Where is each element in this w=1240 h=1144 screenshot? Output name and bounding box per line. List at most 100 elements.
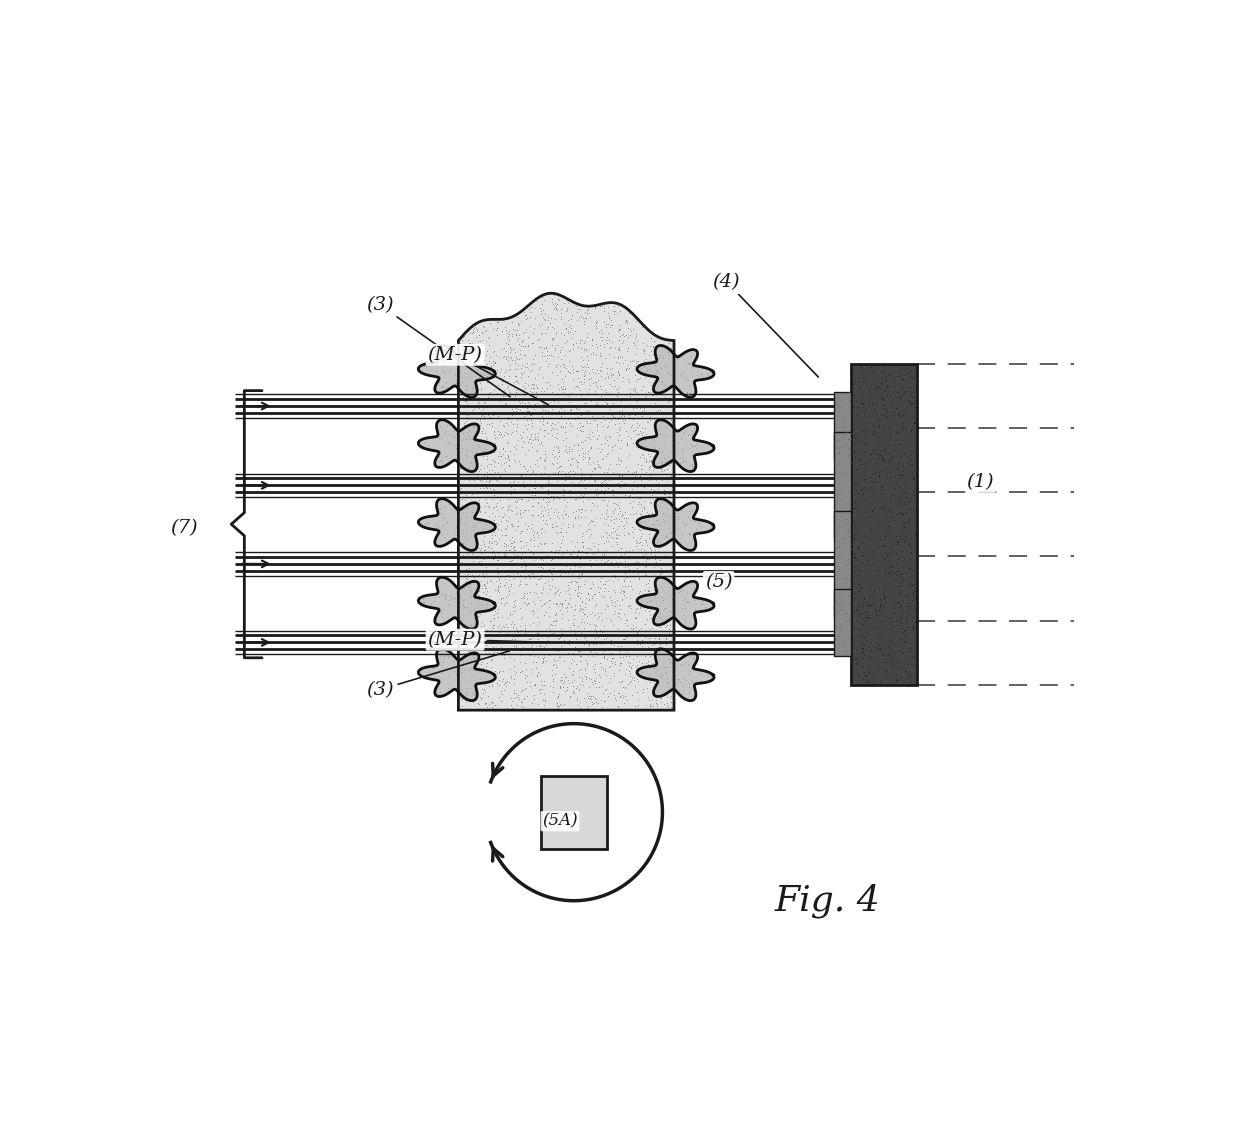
Point	[467, 398, 487, 416]
Point	[494, 453, 513, 471]
Point	[640, 408, 660, 427]
Point	[505, 388, 525, 406]
Point	[851, 574, 870, 593]
Point	[585, 692, 605, 710]
Point	[882, 558, 901, 577]
Point	[510, 572, 529, 590]
Point	[464, 470, 484, 488]
Point	[888, 535, 908, 554]
Point	[611, 511, 631, 530]
Point	[888, 658, 908, 676]
Point	[575, 588, 595, 606]
Point	[645, 521, 665, 539]
Point	[859, 657, 879, 675]
Point	[538, 474, 558, 492]
Point	[828, 398, 848, 416]
Point	[568, 641, 588, 659]
Point	[513, 698, 533, 716]
Point	[634, 683, 653, 701]
Point	[867, 442, 887, 460]
Point	[465, 515, 485, 533]
Point	[482, 550, 502, 569]
Point	[507, 418, 527, 436]
Point	[646, 428, 666, 446]
Point	[467, 418, 487, 436]
Text: (5): (5)	[704, 573, 733, 591]
Point	[507, 564, 527, 582]
Point	[531, 448, 551, 467]
Point	[547, 423, 567, 442]
Point	[533, 818, 553, 836]
Point	[651, 453, 671, 471]
Point	[644, 614, 663, 633]
Point	[662, 348, 682, 366]
Point	[894, 484, 914, 502]
Point	[878, 517, 898, 535]
Point	[522, 461, 542, 479]
Point	[467, 509, 487, 527]
Point	[857, 573, 877, 591]
Point	[579, 380, 599, 398]
Point	[640, 347, 660, 365]
Point	[853, 394, 873, 412]
Point	[518, 337, 538, 356]
Point	[553, 514, 573, 532]
Point	[494, 681, 513, 699]
Point	[532, 637, 552, 656]
Point	[498, 571, 518, 589]
Point	[615, 464, 635, 483]
Point	[465, 443, 485, 461]
Point	[575, 500, 595, 518]
Point	[635, 661, 655, 680]
Point	[882, 630, 901, 649]
Point	[480, 543, 500, 562]
Point	[584, 511, 604, 530]
Point	[631, 360, 651, 379]
Point	[508, 308, 528, 326]
Point	[650, 530, 670, 548]
Point	[474, 535, 494, 554]
Point	[459, 562, 479, 580]
Point	[503, 533, 523, 551]
Point	[653, 677, 673, 696]
Point	[463, 324, 482, 342]
Point	[539, 633, 559, 651]
Point	[528, 570, 548, 588]
Point	[475, 318, 495, 336]
Point	[489, 581, 508, 599]
Point	[646, 529, 666, 547]
Point	[634, 355, 653, 373]
Point	[479, 670, 498, 689]
Point	[491, 359, 511, 378]
Point	[518, 629, 538, 648]
Point	[587, 562, 606, 580]
Point	[836, 550, 856, 569]
Point	[515, 666, 534, 684]
Point	[494, 404, 513, 422]
Point	[487, 664, 507, 682]
Point	[475, 526, 495, 545]
Point	[533, 652, 553, 670]
Point	[475, 662, 495, 681]
Point	[503, 569, 523, 587]
Point	[580, 579, 600, 597]
Point	[549, 648, 569, 666]
Point	[547, 604, 567, 622]
Point	[573, 432, 593, 451]
Point	[475, 575, 495, 594]
Point	[537, 379, 557, 397]
Point	[906, 395, 926, 413]
Point	[880, 424, 900, 443]
Point	[601, 437, 621, 455]
Point	[905, 434, 925, 452]
Point	[533, 534, 553, 553]
Point	[567, 689, 587, 707]
Point	[670, 510, 689, 529]
Point	[513, 347, 533, 365]
Point	[547, 336, 567, 355]
Point	[482, 673, 502, 691]
Point	[890, 523, 910, 541]
Point	[632, 662, 652, 681]
Point	[497, 586, 517, 604]
Point	[684, 382, 704, 400]
